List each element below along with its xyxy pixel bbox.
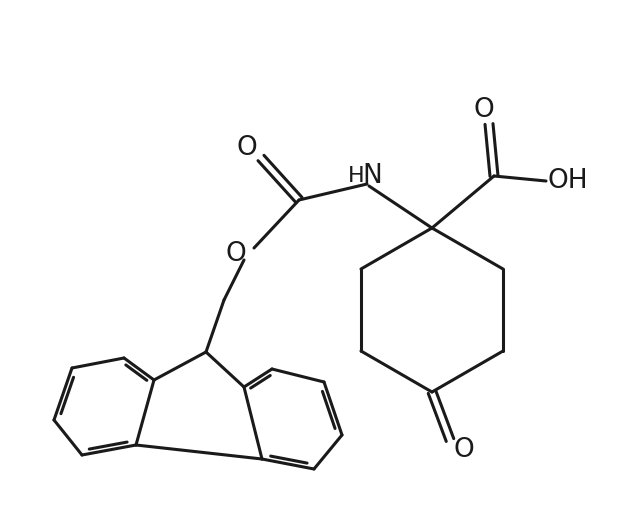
- Text: N: N: [362, 163, 382, 189]
- Text: O: O: [454, 437, 474, 463]
- Text: O: O: [474, 97, 494, 123]
- Text: OH: OH: [548, 168, 588, 194]
- Text: H: H: [348, 166, 364, 186]
- Text: O: O: [237, 135, 257, 161]
- Text: O: O: [226, 241, 246, 267]
